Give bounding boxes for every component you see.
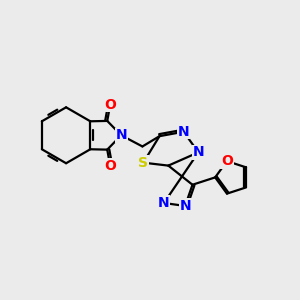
Text: O: O: [104, 159, 116, 173]
Text: O: O: [221, 154, 233, 168]
Text: N: N: [178, 125, 190, 139]
Text: N: N: [158, 196, 170, 210]
Text: N: N: [179, 199, 191, 213]
Text: N: N: [193, 146, 204, 159]
Text: N: N: [116, 128, 127, 142]
Text: S: S: [138, 156, 148, 170]
Text: O: O: [104, 98, 116, 112]
